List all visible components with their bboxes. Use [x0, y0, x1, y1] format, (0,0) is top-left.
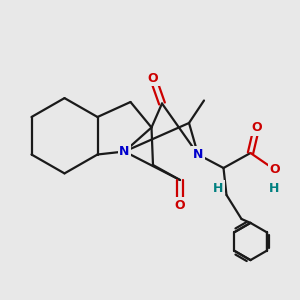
Text: H: H — [269, 182, 280, 196]
Text: N: N — [193, 148, 203, 161]
Text: O: O — [251, 121, 262, 134]
Text: O: O — [175, 199, 185, 212]
Text: O: O — [148, 71, 158, 85]
Text: O: O — [269, 163, 280, 176]
Text: H: H — [213, 182, 224, 195]
Text: N: N — [119, 145, 130, 158]
